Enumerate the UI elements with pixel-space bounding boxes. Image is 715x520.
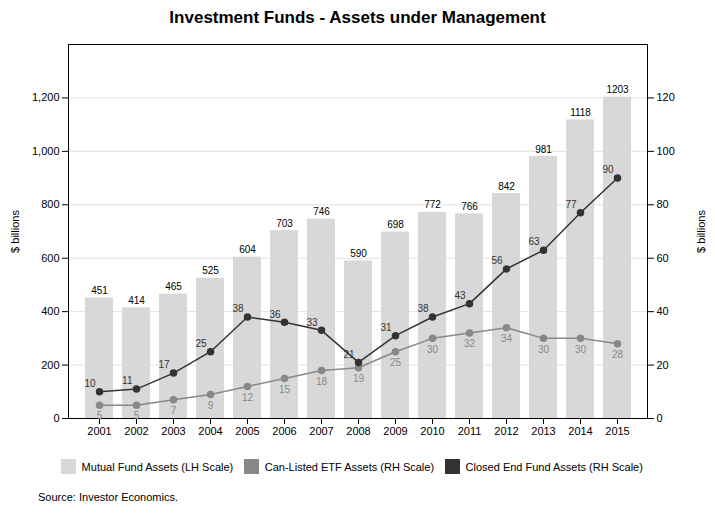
svg-text:20: 20 (657, 359, 669, 371)
svg-text:$ billions: $ billions (9, 210, 21, 253)
svg-text:77: 77 (565, 199, 577, 210)
svg-text:5: 5 (134, 410, 140, 421)
svg-text:38: 38 (417, 303, 429, 314)
html-text:Can-Listed ETF Assets (RH Scal: Can-Listed ETF Assets (RH Scale) (264, 460, 435, 473)
svg-text:2006: 2006 (272, 425, 296, 437)
svg-text:30: 30 (538, 344, 550, 355)
svg-text:18: 18 (316, 376, 328, 387)
svg-text:766: 766 (461, 201, 478, 212)
svg-text:90: 90 (602, 164, 614, 175)
html-text:Investment Funds - Assets unde: Investment Funds - Assets under Manageme… (169, 8, 546, 27)
svg-text:100: 100 (657, 145, 675, 157)
svg-text:600: 600 (41, 252, 59, 264)
svg-text:56: 56 (491, 255, 503, 266)
html-text:Mutual Fund Assets (LH Scale): Mutual Fund Assets (LH Scale) (81, 460, 234, 473)
svg-text:772: 772 (424, 199, 441, 210)
svg-text:2002: 2002 (124, 425, 148, 437)
svg-text:746: 746 (313, 206, 330, 217)
svg-text:800: 800 (41, 198, 59, 210)
svg-text:12: 12 (242, 392, 254, 403)
svg-text:40: 40 (657, 305, 669, 317)
svg-text:28: 28 (612, 349, 624, 360)
svg-text:2015: 2015 (605, 425, 629, 437)
svg-text:842: 842 (498, 181, 515, 192)
svg-text:2007: 2007 (309, 425, 333, 437)
svg-text:31: 31 (380, 322, 392, 333)
svg-text:1203: 1203 (606, 84, 629, 95)
svg-text:400: 400 (41, 305, 59, 317)
svg-text:2001: 2001 (87, 425, 111, 437)
svg-text:604: 604 (239, 244, 256, 255)
svg-text:15: 15 (279, 384, 291, 395)
svg-text:21: 21 (343, 349, 355, 360)
svg-text:120: 120 (657, 91, 675, 103)
svg-text:200: 200 (41, 359, 59, 371)
svg-text:9: 9 (208, 400, 214, 411)
svg-text:25: 25 (195, 338, 207, 349)
svg-text:2013: 2013 (531, 425, 555, 437)
svg-text:525: 525 (202, 265, 219, 276)
svg-text:10: 10 (84, 378, 96, 389)
svg-text:2009: 2009 (383, 425, 407, 437)
svg-text:5: 5 (97, 410, 103, 421)
svg-text:17: 17 (158, 359, 170, 370)
svg-text:33: 33 (306, 317, 318, 328)
svg-text:465: 465 (165, 281, 182, 292)
svg-text:19: 19 (353, 373, 365, 384)
svg-text:2005: 2005 (235, 425, 259, 437)
svg-text:38: 38 (232, 303, 244, 314)
svg-text:63: 63 (528, 236, 540, 247)
svg-text:981: 981 (535, 144, 552, 155)
svg-text:0: 0 (53, 412, 59, 424)
svg-text:30: 30 (575, 344, 587, 355)
svg-text:2011: 2011 (458, 425, 482, 437)
svg-text:451: 451 (91, 285, 108, 296)
svg-text:1,000: 1,000 (32, 145, 60, 157)
svg-text:2014: 2014 (568, 425, 592, 437)
svg-text:703: 703 (276, 218, 293, 229)
svg-text:414: 414 (128, 295, 145, 306)
svg-text:32: 32 (464, 338, 476, 349)
svg-text:$ billions: $ billions (695, 210, 707, 253)
svg-text:34: 34 (501, 333, 513, 344)
html-text:Source: Investor Economics.: Source: Investor Economics. (38, 490, 178, 503)
svg-text:2004: 2004 (198, 425, 222, 437)
svg-text:36: 36 (269, 309, 281, 320)
svg-text:2010: 2010 (420, 425, 444, 437)
svg-text:11: 11 (122, 375, 133, 386)
svg-text:2008: 2008 (346, 425, 370, 437)
svg-text:1,200: 1,200 (32, 91, 60, 103)
svg-text:1118: 1118 (570, 107, 591, 118)
svg-text:590: 590 (350, 248, 367, 259)
svg-text:25: 25 (390, 357, 402, 368)
svg-text:43: 43 (454, 290, 466, 301)
svg-text:30: 30 (427, 344, 439, 355)
svg-text:2012: 2012 (494, 425, 518, 437)
svg-text:2003: 2003 (161, 425, 185, 437)
svg-text:80: 80 (657, 198, 669, 210)
svg-text:7: 7 (171, 405, 177, 416)
svg-text:60: 60 (657, 252, 669, 264)
svg-text:698: 698 (387, 219, 404, 230)
html-text:Closed End Fund Assets (RH Sca: Closed End Fund Assets (RH Scale) (465, 460, 643, 473)
svg-text:0: 0 (657, 412, 663, 424)
